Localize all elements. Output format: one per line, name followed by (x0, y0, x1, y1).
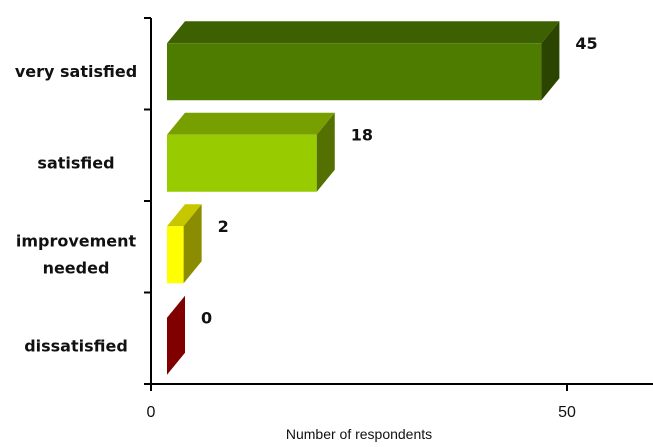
bar-value-label: 18 (351, 125, 373, 144)
category-label: improvement (16, 231, 137, 250)
bar-side-face (541, 21, 560, 101)
bar-front-face (167, 43, 542, 101)
bar-value-label: 2 (218, 217, 229, 236)
axes-layer (144, 17, 653, 391)
bar-front-face (167, 134, 317, 192)
bar-side-face (316, 112, 335, 192)
bars-layer (167, 21, 560, 375)
category-label: very satisfied (15, 62, 137, 81)
labels-layer: 0 50 45 very satisfied 18 satisfied 2 improveme… (15, 34, 598, 421)
bar-side-face (183, 204, 202, 284)
bar-improvement-needed (167, 204, 202, 284)
x-tick-label: 0 (147, 404, 156, 421)
bar-front-face (167, 226, 184, 284)
x-tick-label: 50 (558, 404, 576, 421)
x-axis-title: Number of respondents (286, 426, 432, 442)
bar-satisfied (167, 112, 335, 192)
bar-top-face (167, 112, 335, 135)
bar-top-face (167, 21, 560, 44)
bar-dissatisfied (167, 295, 185, 375)
bar-side-face (167, 295, 185, 375)
bar-very-satisfied (167, 21, 560, 101)
category-label: dissatisfied (24, 336, 128, 355)
bar-top-face (167, 204, 202, 227)
category-label: needed (43, 258, 110, 277)
bar-value-label: 45 (575, 34, 597, 53)
category-label: satisfied (37, 153, 114, 172)
bar-value-label: 0 (201, 308, 212, 327)
